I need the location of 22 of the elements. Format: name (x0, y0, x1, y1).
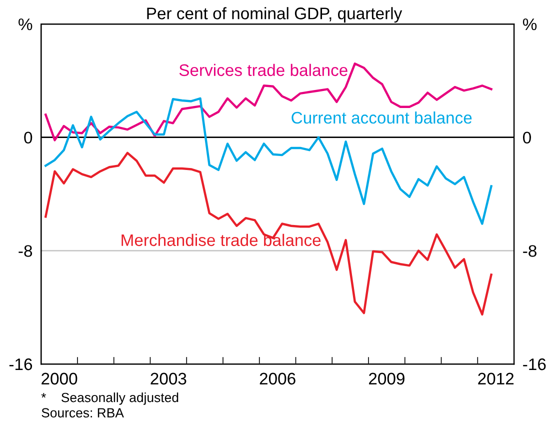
series-label: Merchandise trade balance (122, 234, 321, 246)
line-series (44, 62, 492, 142)
y-tick-label: 0 (24, 132, 32, 144)
x-tick-label: 2009 (369, 372, 404, 385)
y2-tick-label: -16 (523, 358, 546, 370)
text: * Seasonally adjusted (41, 392, 178, 405)
line-series (44, 97, 492, 225)
chart-subtitle: Per cent of nominal GDP, quarterly (147, 7, 402, 23)
x-tick-label: 2000 (42, 372, 78, 385)
x-tick-label: 2006 (260, 372, 296, 385)
y2-tick-label: % (522, 18, 537, 30)
y-tick-label: -8 (18, 245, 32, 257)
series-label: Services trade balance (179, 64, 348, 76)
y2-tick-label: -8 (523, 245, 536, 257)
line-series (44, 152, 492, 316)
y-tick-label: % (18, 18, 32, 30)
x-tick-label: 2012 (478, 372, 514, 385)
y2-tick-label: 0 (523, 132, 531, 144)
source-note: Sources: RBA (42, 408, 124, 418)
y-tick-label: -16 (9, 358, 32, 370)
series-label: Current account balance (292, 111, 472, 124)
x-tick-label: 2003 (150, 372, 186, 385)
